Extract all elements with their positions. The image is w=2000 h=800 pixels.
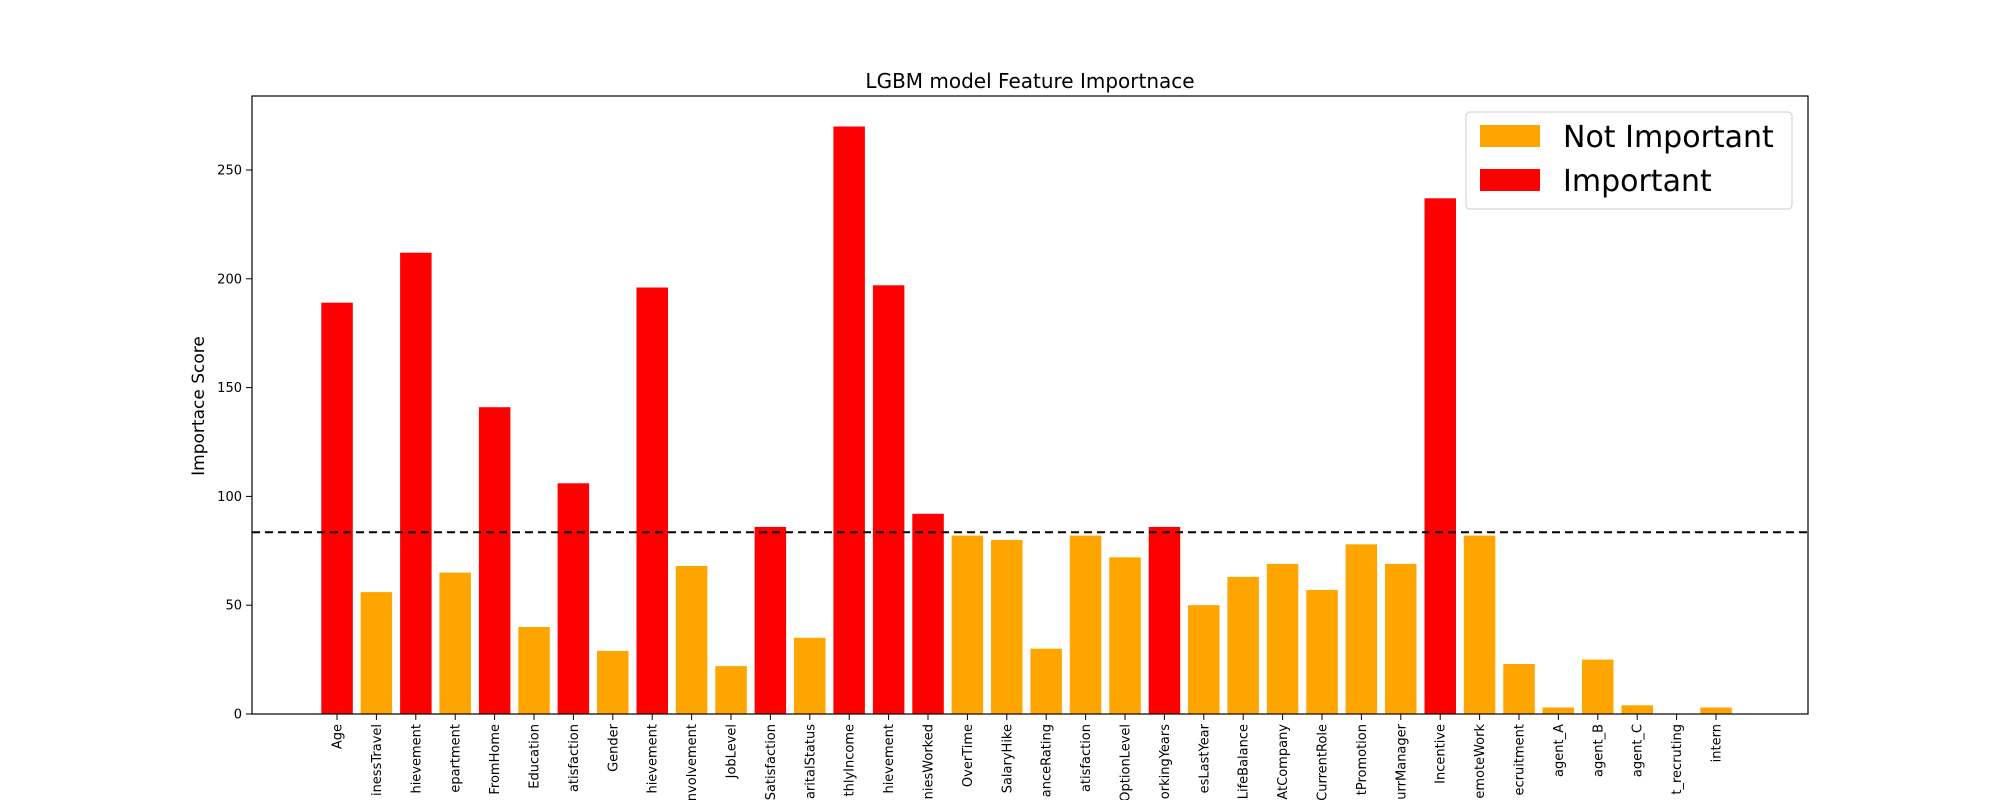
legend-swatch-important <box>1480 169 1540 191</box>
bar-8 <box>597 650 629 714</box>
chart-title: LGBM model Feature Importnace <box>865 69 1194 93</box>
x-tick-label: hievement <box>882 724 897 794</box>
bar-17 <box>951 535 984 714</box>
bar-27 <box>1345 544 1378 714</box>
bar-9 <box>636 287 668 714</box>
x-tick-label: Age <box>331 724 346 749</box>
x-tick-label: Satisfaction <box>764 724 779 800</box>
x-tick-label: hievement <box>646 724 661 794</box>
bar-33 <box>1582 659 1614 714</box>
x-tick-label: SalaryHike <box>1000 724 1015 793</box>
x-tick-label: atisfaction <box>1079 724 1094 792</box>
x-tick-label: ecruitment <box>1513 724 1528 795</box>
y-tick-label: 50 <box>225 599 242 614</box>
bar-5 <box>478 407 511 714</box>
legend-swatch-not-important <box>1480 125 1540 147</box>
x-tick-label: aritalStatus <box>803 724 818 799</box>
y-tick-label: 100 <box>217 490 242 505</box>
bar-19 <box>1030 648 1062 714</box>
x-tick-label: hievement <box>409 724 424 794</box>
bar-18 <box>991 539 1023 714</box>
bar-6 <box>518 627 550 714</box>
bar-16 <box>912 513 944 714</box>
x-tick-label: esLastYear <box>1197 723 1212 793</box>
bar-12 <box>754 526 787 714</box>
y-axis: 0 50 100 150 200 250 <box>217 163 252 723</box>
bar-10 <box>675 566 708 714</box>
bar-1 <box>321 302 353 714</box>
x-tick-label: orkingYears <box>1158 724 1173 799</box>
x-tick-label: CurrentRole <box>1316 724 1331 800</box>
bar-29 <box>1424 198 1456 715</box>
bar-21 <box>1109 557 1141 714</box>
bar-13 <box>794 637 826 714</box>
bar-28 <box>1385 563 1417 714</box>
y-axis-title: Importace Score <box>189 336 209 476</box>
x-tick-label: Incentive <box>1434 724 1449 784</box>
x-tick-label: emoteWork <box>1473 724 1488 799</box>
bar-23 <box>1188 605 1220 714</box>
bar-15 <box>872 285 905 714</box>
x-tick-label: thlyIncome <box>843 724 858 796</box>
x-tick-label: t_recruting <box>1670 724 1685 795</box>
x-tick-label: tPromotion <box>1355 724 1370 795</box>
plot-frame <box>251 95 1809 715</box>
x-tick-label: niesWorked <box>922 724 937 799</box>
x-tick-label: atisfaction <box>567 724 582 792</box>
bar-36 <box>1700 707 1732 714</box>
bar-4 <box>439 572 471 714</box>
y-tick-label: 0 <box>234 708 242 723</box>
x-tick-label: epartment <box>449 724 464 793</box>
x-tick-label: Gender <box>606 723 621 772</box>
bar-25 <box>1266 563 1299 714</box>
x-tick-label: agent_C <box>1631 724 1646 777</box>
x-tick-label: Education <box>528 724 543 789</box>
bar-30 <box>1463 535 1496 714</box>
x-tick-label: urrManager <box>1394 723 1409 799</box>
bar-2 <box>360 592 393 714</box>
x-tick-label: agent_B <box>1591 724 1606 777</box>
bar-11 <box>715 666 747 714</box>
bar-7 <box>557 483 590 714</box>
x-tick-label: nvolvement <box>685 724 700 800</box>
x-tick-label: agent_A <box>1552 724 1567 777</box>
x-tick-label: LifeBalance <box>1237 724 1252 799</box>
y-tick-label: 200 <box>217 272 242 287</box>
bar-32 <box>1542 707 1575 714</box>
bar-14 <box>833 126 865 714</box>
y-tick-label: 150 <box>217 381 242 396</box>
legend: Not Important Important <box>1465 111 1793 210</box>
legend-label-important: Important <box>1563 164 1712 199</box>
bar-24 <box>1227 576 1259 714</box>
legend-box <box>1465 111 1793 210</box>
bar-31 <box>1503 664 1535 714</box>
bar-26 <box>1306 590 1338 714</box>
x-tick-label: FromHome <box>488 724 503 795</box>
x-tick-label: inessTravel <box>370 724 385 796</box>
bar-22 <box>1148 526 1181 714</box>
x-tick-label: OptionLevel <box>1119 724 1134 800</box>
bar-3 <box>400 252 432 714</box>
x-tick-label: OverTime <box>961 724 976 787</box>
bar-34 <box>1621 705 1653 714</box>
y-tick-label: 250 <box>217 163 242 178</box>
x-tick-label: intern <box>1710 724 1725 762</box>
x-axis: Age inessTravel hievement epartment FromHome… <box>331 714 1725 800</box>
bar-20 <box>1069 535 1102 714</box>
x-tick-label: AtCompany <box>1276 724 1291 800</box>
x-tick-label: JobLevel <box>725 724 740 779</box>
legend-label-not-important: Not Important <box>1563 120 1774 155</box>
x-tick-label: anceRating <box>1040 724 1055 797</box>
bars-group <box>321 126 1732 715</box>
